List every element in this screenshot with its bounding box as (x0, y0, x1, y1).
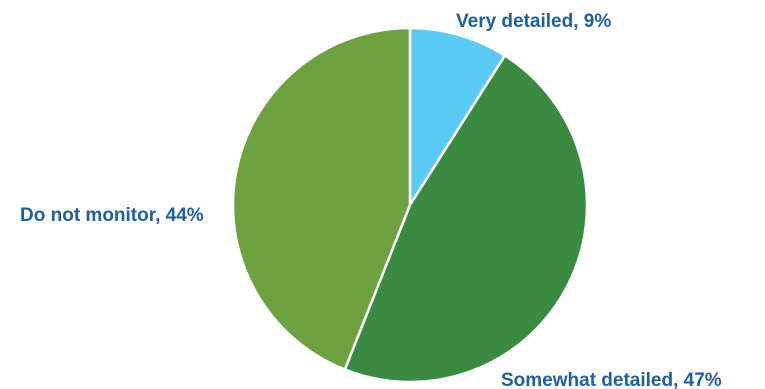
pie-slice-very-detailed (408, 26, 507, 207)
slice-label-very-detailed: Very detailed, 9% (456, 11, 611, 32)
pie-slice-somewhat-detailed (343, 54, 589, 384)
slice-label-do-not-monitor: Do not monitor, 44% (20, 205, 204, 226)
pie-labels: Very detailed, 9% Somewhat detailed, 47%… (20, 11, 722, 389)
slice-label-somewhat-detailed: Somewhat detailed, 47% (501, 370, 722, 389)
pie-slice-do-not-monitor (231, 26, 412, 371)
pie-slices (231, 26, 589, 384)
